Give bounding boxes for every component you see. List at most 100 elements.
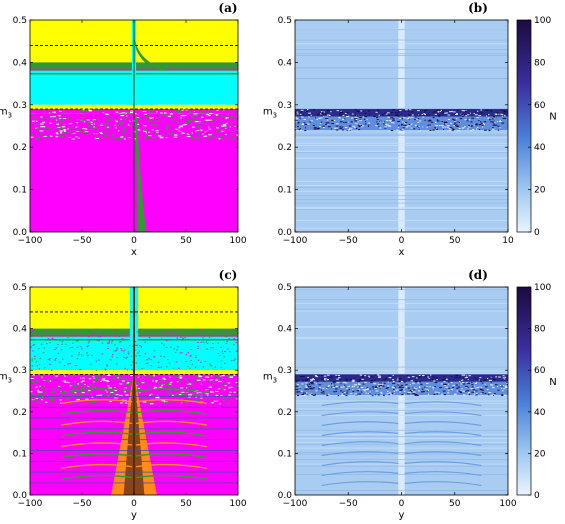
basin-pixel (155, 118, 157, 120)
noise-pixel (352, 390, 355, 392)
noise-pixel (382, 394, 385, 396)
basin-pixel (102, 393, 106, 395)
basin-pixel (30, 134, 34, 136)
noise-pixel (342, 114, 345, 116)
noise-pixel (362, 376, 365, 378)
basin-pixel (236, 114, 238, 116)
basin-pixel (164, 114, 168, 116)
basin-pixel (37, 122, 41, 124)
basin-pixel (169, 119, 171, 121)
basin-pixel (118, 375, 122, 377)
basin-pixel (94, 380, 98, 382)
basin-pixel (179, 352, 182, 354)
noise-pixel (345, 395, 348, 397)
basin-pixel (123, 127, 126, 129)
basin-pixel (43, 395, 48, 397)
basin-pixel (184, 391, 189, 393)
noise-pixel (474, 390, 478, 392)
noise-pixel (354, 120, 358, 122)
basin-pixel (171, 119, 173, 121)
basin-pixel (39, 396, 43, 398)
basin-pixel (44, 398, 48, 400)
basin-pixel (174, 109, 177, 111)
basin-pixel (117, 393, 119, 395)
streak (295, 152, 508, 154)
noise-pixel (311, 392, 313, 394)
basin-pixel (195, 355, 197, 357)
basin-pixel (94, 385, 98, 387)
basin-pixel (139, 345, 141, 347)
noise-pixel (389, 121, 391, 123)
basin-pixel (108, 339, 111, 341)
basin-pixel (194, 111, 198, 113)
basin-pixel (51, 337, 54, 339)
basin-pixel (161, 400, 166, 402)
basin-pixel (91, 123, 93, 125)
noise-pixel (364, 112, 367, 114)
basin-pixel (34, 121, 38, 123)
basin-pixel (84, 119, 88, 121)
basin-pixel (106, 134, 109, 136)
basin-pixel (155, 120, 160, 122)
basin-pixel (79, 394, 82, 396)
basin-pixel (180, 135, 184, 137)
noise-pixel (492, 128, 495, 130)
basin-pixel (105, 389, 107, 391)
noise-pixel (438, 109, 441, 111)
noise-pixel (374, 394, 377, 396)
noise-pixel (419, 376, 422, 378)
basin-pixel (53, 114, 56, 116)
noise-pixel (442, 390, 446, 392)
basin-pixel (87, 331, 90, 333)
basin-pixel (80, 134, 85, 136)
y-axis-label: m3 (263, 106, 277, 119)
basin-pixel (222, 135, 227, 137)
basin-pixel (202, 111, 207, 113)
noise-pixel (428, 377, 430, 379)
noise-pixel (417, 110, 420, 112)
noise-pixel (435, 110, 439, 112)
basin-pixel (43, 379, 48, 381)
noise-pixel (367, 393, 369, 395)
basin-pixel (224, 133, 227, 135)
noise-pixel (454, 122, 457, 124)
y-tick-label: 0.2 (278, 408, 292, 418)
noise-pixel (464, 377, 467, 379)
noise-pixel (474, 111, 476, 113)
noise-pixel (303, 122, 306, 124)
lobe-curve (321, 441, 399, 447)
noise-pixel (424, 395, 427, 397)
basin-pixel (59, 399, 62, 401)
noise-pixel (466, 375, 468, 377)
noise-pixel (341, 114, 343, 116)
basin-pixel (198, 127, 201, 129)
noise-pixel (434, 113, 437, 115)
basin-pixel (209, 365, 212, 367)
basin-pixel (107, 116, 110, 118)
y-axis-label-main: m (0, 372, 8, 383)
noise-pixel (434, 386, 436, 388)
basin-pixel (87, 397, 90, 399)
basin-pixel (198, 400, 200, 402)
basin-pixel (121, 382, 124, 384)
basin-pixel (32, 399, 36, 401)
noise-pixel (486, 113, 489, 115)
basin-pixel (58, 361, 61, 363)
basin-pixel (101, 353, 104, 355)
noise-pixel (407, 110, 411, 112)
noise-pixel (304, 130, 307, 132)
noise-pixel (343, 121, 345, 123)
basin-pixel (129, 120, 131, 122)
panel-label: (d) (468, 268, 488, 282)
noise-pixel (404, 115, 407, 117)
noise-pixel (392, 383, 394, 385)
noise-pixel (398, 378, 402, 380)
noise-pixel (498, 376, 501, 378)
basin-pixel (196, 115, 198, 117)
noise-pixel (397, 383, 400, 385)
basin-pixel (88, 110, 93, 112)
noise-pixel (424, 386, 427, 388)
basin-pixel (156, 131, 159, 133)
basin-pixel (63, 130, 66, 132)
basin-pixel (98, 394, 102, 396)
